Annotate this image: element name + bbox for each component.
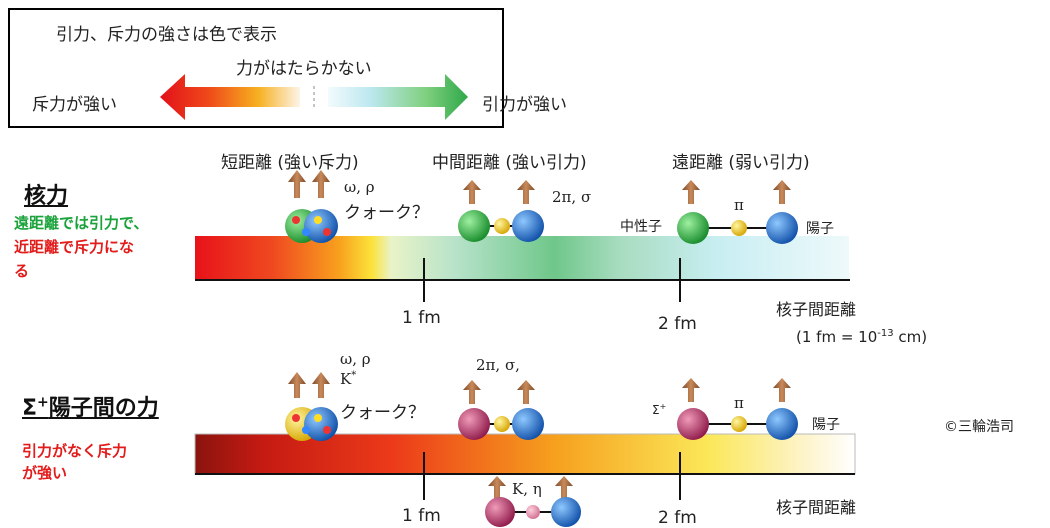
legend-right-label: 引力が強い bbox=[482, 95, 567, 115]
sigma-mid-range-particles bbox=[458, 380, 544, 440]
sigma-short-range-particles bbox=[285, 372, 338, 441]
nuclear-mid-mesons: 2π, σ bbox=[552, 188, 592, 206]
legend-neutral-label: 力がはたらかない bbox=[236, 59, 372, 79]
sigma-pi-label: π bbox=[734, 394, 744, 412]
nuclear-proton-label: 陽子 bbox=[806, 221, 834, 237]
sigma-long-range-particles bbox=[677, 378, 798, 440]
nuclear-desc-red-2: る bbox=[14, 262, 30, 280]
sigma-section-title: Σ+陽子間の力 bbox=[22, 394, 159, 421]
sigma-force-gradient-bar bbox=[194, 433, 856, 475]
nuclear-short-mesons: ω, ρ bbox=[344, 178, 375, 196]
sigma-k-eta-label: K, η bbox=[512, 480, 542, 498]
sigma-k-eta-particles bbox=[485, 476, 581, 527]
sigma-axis-label: 核子間距離 bbox=[776, 498, 857, 517]
legend-title: 引力、斥力の強さは色で表示 bbox=[56, 25, 277, 45]
mid-range-label: 中間距離 (強い引力) bbox=[432, 153, 587, 173]
legend-attractive-arrow bbox=[328, 74, 468, 120]
axis-unit-note: (1 fm = 10-13 cm) bbox=[796, 328, 928, 346]
nuclear-tick-1fm-label: 1 fm bbox=[402, 308, 441, 328]
sigma-tick-2fm-label: 2 fm bbox=[658, 508, 697, 528]
sigma-tick-1fm-label: 1 fm bbox=[402, 506, 441, 526]
sigma-desc-red-2: が強い bbox=[22, 464, 68, 482]
nuclear-short-range-nucleons bbox=[285, 170, 338, 243]
copyright: ©三輪浩司 bbox=[944, 419, 1014, 435]
sigma-proton-label: 陽子 bbox=[812, 417, 840, 433]
nuclear-desc-red: 近距離で斥力にな bbox=[14, 238, 135, 256]
short-range-label: 短距離 (強い斥力) bbox=[221, 153, 359, 173]
nuclear-mid-range-nucleons bbox=[458, 180, 544, 242]
nuclear-quark-label: クォーク？ bbox=[344, 203, 429, 223]
nuclear-desc-green: 遠距離では引力で、 bbox=[14, 214, 149, 232]
sigma-particle-label: Σ+ bbox=[652, 402, 667, 417]
sigma-short-mesons: ω, ρ bbox=[340, 350, 371, 368]
nuclear-axis-label: 核子間距離 bbox=[776, 300, 857, 319]
nuclear-pi-label: π bbox=[734, 196, 744, 214]
sigma-kstar-label: K* bbox=[340, 370, 357, 388]
nuclear-tick-2fm-label: 2 fm bbox=[658, 314, 697, 334]
nuclear-long-range-nucleons bbox=[677, 180, 798, 244]
long-range-label: 遠距離 (弱い引力) bbox=[672, 153, 810, 173]
sigma-desc-red: 引力がなく斥力 bbox=[22, 442, 128, 460]
sigma-mid-mesons: 2π, σ, bbox=[476, 356, 520, 374]
sigma-quark-label: クォーク？ bbox=[340, 403, 425, 423]
legend-repulsive-arrow bbox=[160, 74, 300, 120]
neutron-label: 中性子 bbox=[620, 219, 662, 235]
nuclear-force-gradient-bar bbox=[195, 236, 849, 280]
color-legend: 引力、斥力の強さは色で表示 力がはたらかない 斥力が強い 引力が強い bbox=[8, 8, 567, 128]
nuclear-section-title: 核力 bbox=[24, 184, 69, 209]
legend-left-label: 斥力が強い bbox=[32, 95, 117, 115]
